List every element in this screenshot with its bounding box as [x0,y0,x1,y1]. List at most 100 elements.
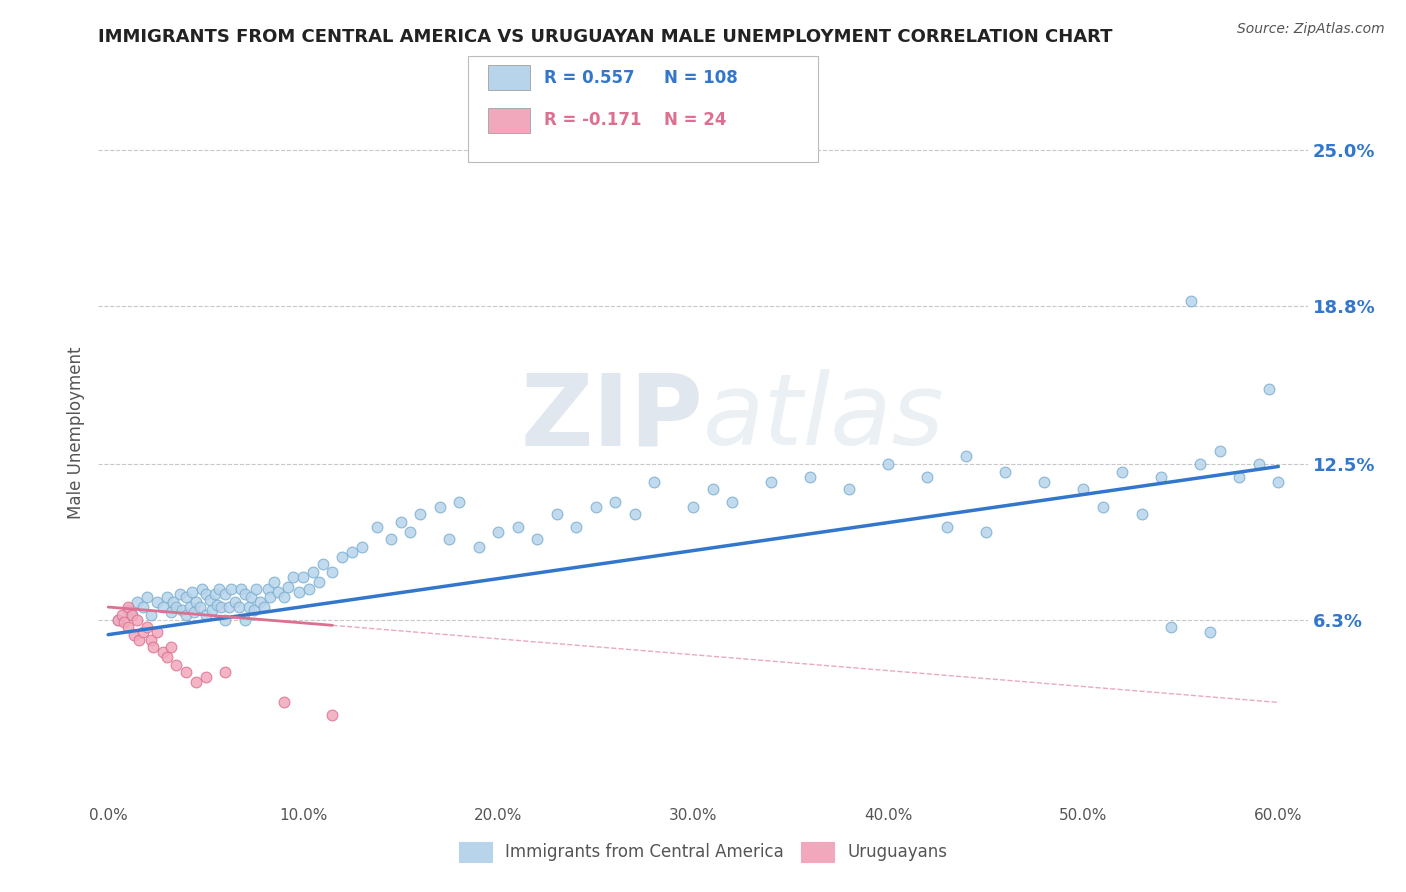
Point [917,469,939,483]
Point [127,613,149,627]
Point [1209,444,1232,458]
Point [198,592,221,607]
Point [136,620,159,634]
Point [366,520,388,534]
Point [439,533,461,547]
Point [321,565,343,579]
Point [799,469,821,483]
Point [288,585,311,599]
Point [994,465,1017,479]
Point [207,598,229,612]
Point [132,600,155,615]
Point [132,625,155,640]
Point [340,545,363,559]
Point [321,708,343,723]
Point [761,475,783,489]
Point [194,587,217,601]
Point [174,665,197,680]
Point [312,558,335,572]
Point [183,605,205,619]
Point [121,607,143,622]
Point [1071,482,1094,496]
Point [122,627,145,641]
Point [169,587,191,601]
Point [350,540,373,554]
Point [112,615,135,629]
Point [838,482,860,496]
Point [239,590,262,604]
Point [219,582,242,597]
Point [107,613,129,627]
Point [1267,475,1289,489]
Point [526,533,548,547]
Point [1257,382,1279,396]
Point [229,582,252,597]
Point [146,595,169,609]
Point [117,620,139,634]
Point [191,582,214,597]
Point [623,507,645,521]
Point [238,600,260,615]
Point [139,607,162,622]
Text: N = 24: N = 24 [664,112,725,129]
Point [257,582,280,597]
Point [188,600,211,615]
Point [139,632,162,647]
Point [146,625,169,640]
Point [467,540,489,554]
Point [111,607,134,622]
Point [136,590,159,604]
Point [273,590,295,604]
Point [974,524,997,539]
Point [214,613,236,627]
Point [486,524,509,539]
Legend: Immigrants from Central America, Uruguayans: Immigrants from Central America, Uruguay… [451,835,955,869]
Point [152,600,174,615]
Point [1091,500,1114,514]
Point [506,520,529,534]
Point [1180,293,1202,308]
Point [117,600,139,615]
Point [172,602,194,616]
Y-axis label: Male Unemployment: Male Unemployment [66,346,84,519]
Point [162,595,184,609]
Point [184,595,207,609]
Point [159,605,181,619]
Point [174,590,197,604]
Point [159,640,181,655]
Point [605,494,627,508]
Point [877,457,900,471]
Text: ZIP: ZIP [520,369,703,467]
Point [702,482,724,496]
Point [152,645,174,659]
Text: R = 0.557: R = 0.557 [544,69,634,87]
Point [277,580,299,594]
Point [308,574,330,589]
Point [179,600,201,615]
Point [117,602,139,616]
Point [330,549,353,564]
Point [1111,465,1133,479]
Point [209,600,232,615]
Point [643,475,665,489]
Point [165,600,187,615]
Point [292,570,315,584]
Text: Source: ZipAtlas.com: Source: ZipAtlas.com [1237,22,1385,37]
Point [935,520,957,534]
Point [585,500,607,514]
Point [204,587,226,601]
Point [181,585,204,599]
Point [546,507,568,521]
Point [245,582,267,597]
Point [208,582,231,597]
Point [565,520,588,534]
Point [380,533,402,547]
Point [224,595,246,609]
Point [200,602,222,616]
Point [127,595,149,609]
Point [1189,457,1212,471]
Point [107,613,129,627]
Point [214,665,236,680]
Point [259,590,281,604]
Point [1199,625,1222,640]
